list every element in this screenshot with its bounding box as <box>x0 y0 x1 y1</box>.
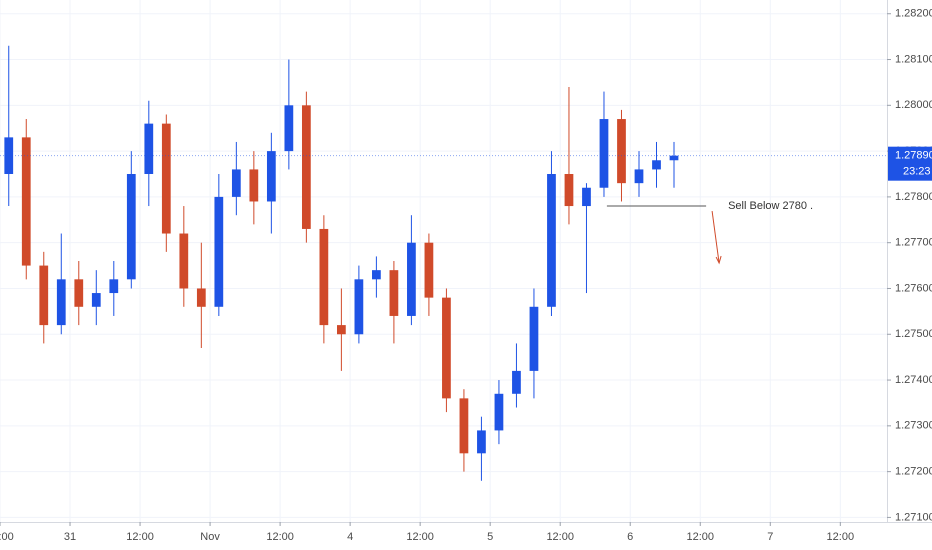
candle-body <box>442 297 451 399</box>
last-price-label: 1.27890 <box>895 150 932 162</box>
candle-body <box>407 242 416 316</box>
x-tick-label: 31 <box>64 531 76 543</box>
y-tick-label: 1.28000 <box>895 99 932 111</box>
candle-body <box>266 151 276 202</box>
candle-body <box>196 288 206 307</box>
x-tick-label: 12:00 <box>546 531 574 543</box>
candle-body <box>424 242 434 298</box>
x-tick-label: 12:00 <box>827 531 855 543</box>
candle-body <box>109 279 119 294</box>
candle-body <box>652 160 661 170</box>
y-tick-label: 1.27300 <box>895 420 932 432</box>
candle-body <box>301 105 311 229</box>
annotation-text: Sell Below 2780 . <box>728 200 813 212</box>
y-tick-label: 1.28200 <box>895 8 932 20</box>
y-tick-label: 1.27800 <box>895 191 932 203</box>
candle-body <box>4 137 14 174</box>
candle-body <box>144 123 154 174</box>
candle-body <box>21 137 31 266</box>
candle-body <box>214 196 224 307</box>
y-tick-label: 1.27700 <box>895 237 932 249</box>
candle-body <box>91 293 101 307</box>
y-tick-label: 1.28100 <box>895 53 932 65</box>
candle-body <box>161 123 171 234</box>
candle-body <box>547 174 556 307</box>
candle-body <box>354 279 364 335</box>
y-tick-label: 1.27500 <box>895 328 932 340</box>
last-price-box <box>888 146 932 181</box>
candle-body <box>249 169 259 202</box>
candle-body <box>39 265 49 326</box>
candle-body <box>617 119 626 184</box>
candle-body <box>319 228 329 326</box>
candle-body <box>512 370 521 394</box>
x-tick-label: 4 <box>347 531 353 543</box>
candle-body <box>179 233 189 289</box>
x-tick-label: 12:00 <box>0 531 14 543</box>
candle-body <box>529 306 539 371</box>
candle-body <box>669 155 679 161</box>
candle-body <box>599 119 609 188</box>
x-tick-label: Nov <box>200 531 220 543</box>
candle-body <box>459 398 469 454</box>
y-tick-label: 1.27200 <box>895 466 932 478</box>
x-tick-label: 6 <box>627 531 633 543</box>
annotation-arrow <box>711 210 720 264</box>
candle-body <box>74 279 84 307</box>
candle-body <box>564 174 574 207</box>
x-tick-label: 7 <box>767 531 773 543</box>
candle-body <box>582 187 591 207</box>
candle-body <box>56 279 66 326</box>
x-tick-label: 12:00 <box>266 531 294 543</box>
x-tick-label: 5 <box>487 531 493 543</box>
candle-body <box>372 270 381 280</box>
candle-body <box>389 270 399 316</box>
y-tick-label: 1.27400 <box>895 374 932 386</box>
y-tick-label: 1.27100 <box>895 511 932 523</box>
candle-body <box>284 105 294 152</box>
candle-body <box>494 393 504 431</box>
x-tick-label: 12:00 <box>406 531 434 543</box>
countdown-label: 23:23 <box>903 166 931 178</box>
y-tick-label: 1.27600 <box>895 282 932 294</box>
candle-body <box>337 325 346 335</box>
x-tick-label: 12:00 <box>686 531 714 543</box>
candle-body <box>231 169 241 197</box>
x-tick-label: 12:00 <box>126 531 154 543</box>
candle-body <box>126 174 136 280</box>
candle-body <box>477 430 486 454</box>
candle-body <box>634 169 644 184</box>
annotation-arrowhead <box>715 255 722 265</box>
